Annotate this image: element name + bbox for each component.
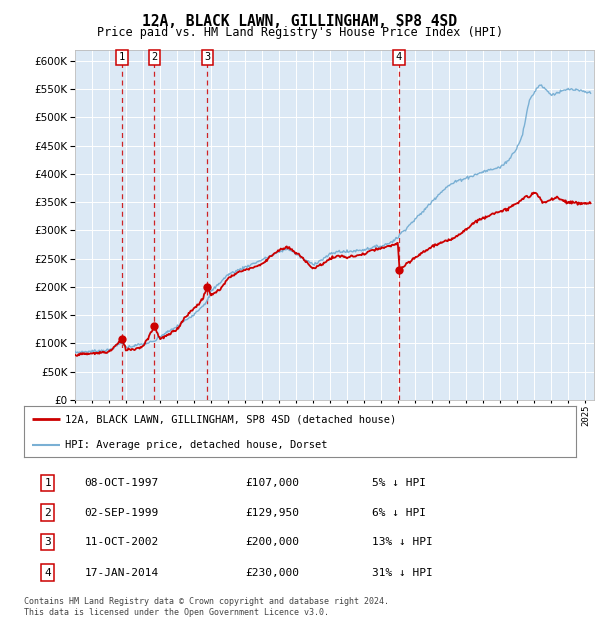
Text: £129,950: £129,950: [245, 508, 299, 518]
Text: 1: 1: [119, 52, 125, 63]
Text: Price paid vs. HM Land Registry's House Price Index (HPI): Price paid vs. HM Land Registry's House …: [97, 26, 503, 39]
Text: HPI: Average price, detached house, Dorset: HPI: Average price, detached house, Dors…: [65, 440, 328, 450]
Text: 6% ↓ HPI: 6% ↓ HPI: [372, 508, 426, 518]
Text: £200,000: £200,000: [245, 537, 299, 547]
Text: 12A, BLACK LAWN, GILLINGHAM, SP8 4SD (detached house): 12A, BLACK LAWN, GILLINGHAM, SP8 4SD (de…: [65, 414, 397, 424]
Text: 4: 4: [44, 567, 51, 578]
Text: £107,000: £107,000: [245, 478, 299, 488]
Text: 13% ↓ HPI: 13% ↓ HPI: [372, 537, 433, 547]
Text: 12A, BLACK LAWN, GILLINGHAM, SP8 4SD: 12A, BLACK LAWN, GILLINGHAM, SP8 4SD: [143, 14, 458, 29]
Text: 3: 3: [44, 537, 51, 547]
Text: 17-JAN-2014: 17-JAN-2014: [85, 567, 159, 578]
Text: 31% ↓ HPI: 31% ↓ HPI: [372, 567, 433, 578]
Text: Contains HM Land Registry data © Crown copyright and database right 2024.
This d: Contains HM Land Registry data © Crown c…: [24, 598, 389, 617]
Text: 4: 4: [396, 52, 402, 63]
Text: 1: 1: [44, 478, 51, 488]
Text: £230,000: £230,000: [245, 567, 299, 578]
Text: 2: 2: [44, 508, 51, 518]
Text: 11-OCT-2002: 11-OCT-2002: [85, 537, 159, 547]
Text: 02-SEP-1999: 02-SEP-1999: [85, 508, 159, 518]
Text: 2: 2: [151, 52, 158, 63]
Text: 08-OCT-1997: 08-OCT-1997: [85, 478, 159, 488]
Text: 3: 3: [204, 52, 211, 63]
Text: 5% ↓ HPI: 5% ↓ HPI: [372, 478, 426, 488]
